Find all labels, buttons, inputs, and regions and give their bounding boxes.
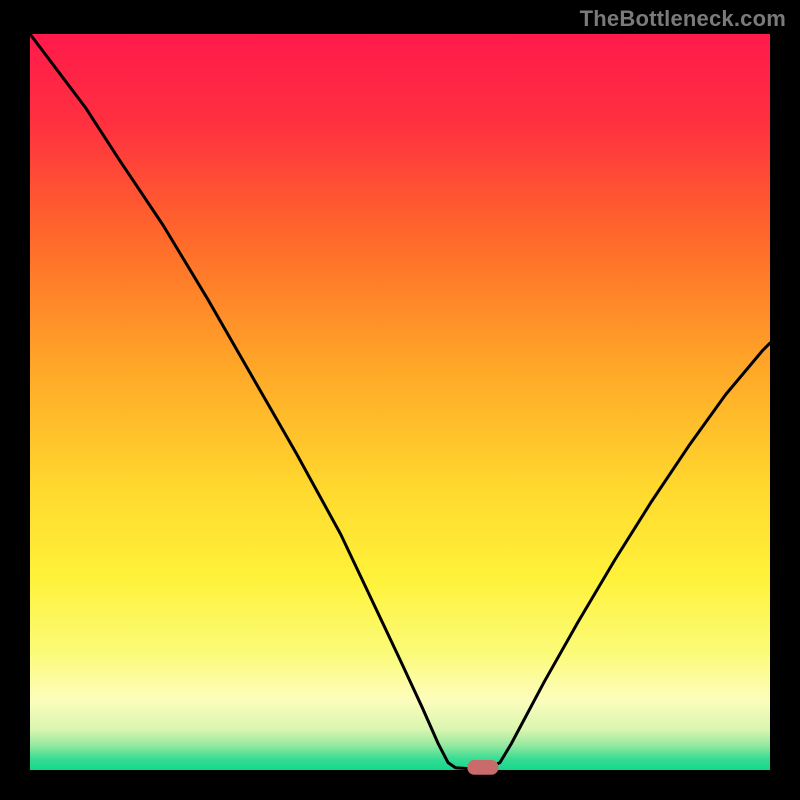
watermark-text: TheBottleneck.com [580, 6, 786, 32]
chart-frame: { "meta": { "watermark_text": "TheBottle… [0, 0, 800, 800]
optimal-marker [467, 760, 498, 775]
bottleneck-chart [0, 0, 800, 800]
